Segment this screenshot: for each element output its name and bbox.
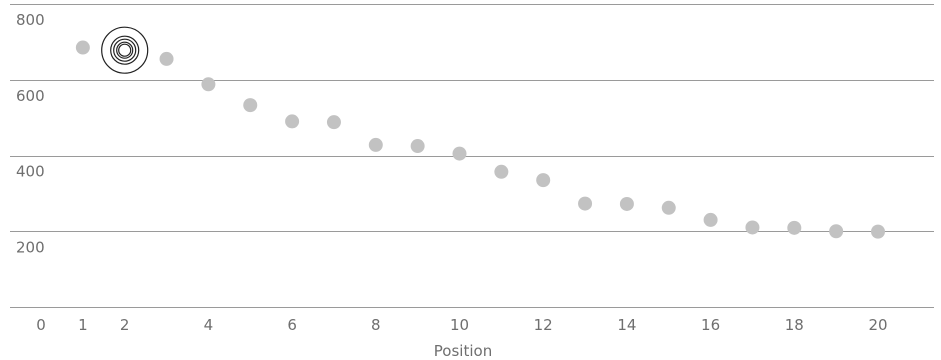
data-point-4 <box>201 77 216 92</box>
x-tick-label-2: 2 <box>120 316 130 334</box>
highlight-ring-3 <box>116 41 134 59</box>
x-tick-label-20: 20 <box>868 316 887 334</box>
y-tick-labels: 200 400 600 800 <box>16 11 45 256</box>
x-tick-labels: 0 1 2 4 6 8 10 12 14 16 18 20 <box>36 316 887 334</box>
data-point-6 <box>285 114 300 129</box>
data-point-20 <box>871 224 885 239</box>
x-tick-label-1: 1 <box>78 316 88 334</box>
data-point-7 <box>326 115 341 130</box>
data-points <box>75 40 885 239</box>
x-axis-title: Position <box>434 342 492 360</box>
data-point-10 <box>452 146 467 161</box>
data-point-11 <box>494 164 509 179</box>
y-tick-label-800: 800 <box>16 11 45 29</box>
data-point-1 <box>75 40 90 55</box>
data-point-2 <box>118 43 132 57</box>
x-tick-label-18: 18 <box>785 316 804 334</box>
data-point-13 <box>578 196 593 211</box>
data-point-8 <box>368 137 383 152</box>
grid-layer <box>10 4 934 308</box>
data-point-17 <box>745 220 760 235</box>
highlight-ring-1 <box>110 35 140 65</box>
x-tick-label-14: 14 <box>617 316 636 334</box>
data-point-3 <box>159 51 174 66</box>
x-tick-label-16: 16 <box>701 316 720 334</box>
data-point-5 <box>243 98 258 113</box>
x-tick-label-10: 10 <box>450 316 469 334</box>
y-tick-label-400: 400 <box>16 163 45 181</box>
data-point-12 <box>536 173 551 188</box>
x-tick-label-6: 6 <box>287 316 297 334</box>
data-point-15 <box>661 200 676 215</box>
data-point-19 <box>829 224 844 239</box>
y-tick-label-600: 600 <box>16 87 45 105</box>
x-tick-label-8: 8 <box>371 316 381 334</box>
highlight-marker <box>101 26 149 74</box>
x-tick-label-12: 12 <box>534 316 553 334</box>
data-point-9 <box>410 139 425 154</box>
x-tick-label-0: 0 <box>36 316 46 334</box>
highlight-ring-2 <box>113 38 137 62</box>
data-point-18 <box>787 220 802 235</box>
data-point-14 <box>619 196 634 211</box>
x-tick-label-4: 4 <box>204 316 214 334</box>
y-tick-label-200: 200 <box>16 238 45 256</box>
data-point-16 <box>703 212 718 227</box>
